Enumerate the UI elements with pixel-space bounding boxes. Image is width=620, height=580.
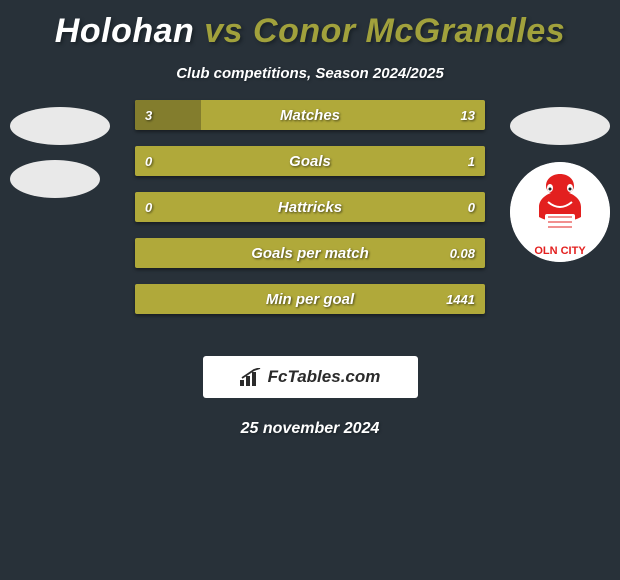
page-title: Holohan vs Conor McGrandles xyxy=(0,0,620,51)
stat-value-right: 1 xyxy=(458,146,485,176)
stat-value-right: 0.08 xyxy=(440,238,485,268)
stat-label: Hattricks xyxy=(135,192,485,222)
stat-rows: 3Matches130Goals10Hattricks0Goals per ma… xyxy=(135,100,485,330)
stat-label: Goals per match xyxy=(135,238,485,268)
fctables-logo: FcTables.com xyxy=(203,356,418,398)
stat-label: Min per goal xyxy=(135,284,485,314)
stats-chart: OLN CITY 3Matches130Goals10Hattricks0Goa… xyxy=(0,112,620,342)
stat-value-right: 0 xyxy=(458,192,485,222)
player2-name: Conor McGrandles xyxy=(253,12,565,50)
stat-label: Matches xyxy=(135,100,485,130)
stat-value-right: 1441 xyxy=(436,284,485,314)
stat-row: Min per goal1441 xyxy=(135,284,485,314)
player2-club-badge: OLN CITY xyxy=(510,162,610,262)
player1-avatar-placeholder-2 xyxy=(10,160,100,198)
stat-label: Goals xyxy=(135,146,485,176)
player1-name: Holohan xyxy=(55,12,194,50)
player2-avatar-placeholder xyxy=(510,107,610,145)
svg-text:OLN CITY: OLN CITY xyxy=(534,245,586,257)
stat-row: 0Goals1 xyxy=(135,146,485,176)
stat-row: 3Matches13 xyxy=(135,100,485,130)
logo-text: FcTables.com xyxy=(268,367,381,387)
vs-text: vs xyxy=(204,12,243,50)
stat-row: 0Hattricks0 xyxy=(135,192,485,222)
stat-row: Goals per match0.08 xyxy=(135,238,485,268)
stat-value-right: 13 xyxy=(451,100,485,130)
player1-avatar-placeholder xyxy=(10,107,110,145)
subtitle: Club competitions, Season 2024/2025 xyxy=(0,65,620,82)
bar-chart-icon xyxy=(240,368,262,386)
date-text: 25 november 2024 xyxy=(0,420,620,438)
